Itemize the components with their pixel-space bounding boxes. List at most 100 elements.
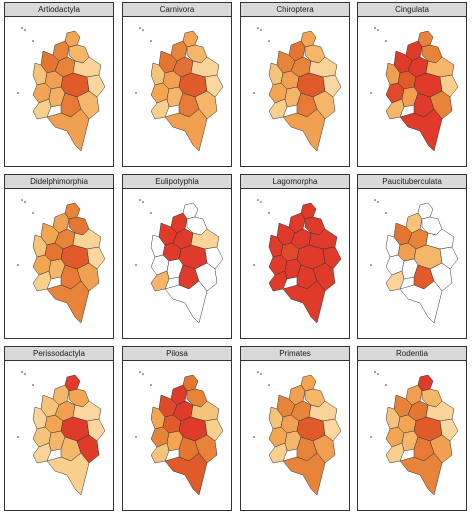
map-plot-area bbox=[357, 189, 467, 339]
island-marker bbox=[370, 264, 372, 266]
colombia-map bbox=[370, 27, 459, 152]
map-plot-area bbox=[240, 361, 350, 511]
map-panel: Didelphimorphia bbox=[4, 174, 114, 339]
map-panel: Chiroptera bbox=[240, 2, 350, 167]
colombia-map bbox=[370, 199, 459, 324]
department-region bbox=[439, 74, 459, 98]
department-region bbox=[86, 74, 106, 98]
island-marker bbox=[370, 92, 372, 94]
map-panel: Rodentia bbox=[357, 346, 467, 511]
island-marker bbox=[17, 264, 19, 266]
island-marker bbox=[24, 201, 26, 203]
island-marker bbox=[385, 212, 387, 214]
map-panel: Carnivora bbox=[122, 2, 232, 167]
island-marker bbox=[377, 201, 379, 203]
map-panel: Primates bbox=[240, 346, 350, 511]
panel-title: Eulipotyphla bbox=[122, 174, 232, 189]
island-marker bbox=[32, 384, 34, 386]
panel-title: Carnivora bbox=[122, 2, 232, 17]
department-region bbox=[86, 246, 106, 270]
panel-title: Rodentia bbox=[357, 346, 467, 361]
department-region bbox=[150, 98, 170, 120]
department-region bbox=[150, 270, 170, 292]
department-region bbox=[385, 442, 405, 464]
colombia-map bbox=[17, 27, 106, 152]
map-plot-area bbox=[122, 17, 232, 167]
island-marker bbox=[142, 29, 144, 31]
map-panel: Lagomorpha bbox=[240, 174, 350, 339]
island-marker bbox=[32, 212, 34, 214]
map-panel: Eulipotyphla bbox=[122, 174, 232, 339]
department-region bbox=[164, 280, 208, 324]
panel-title: Artiodactyla bbox=[4, 2, 114, 17]
panel-title: Paucituberculata bbox=[357, 174, 467, 189]
department-region bbox=[385, 98, 405, 120]
colombia-map bbox=[253, 371, 342, 496]
department-region bbox=[268, 442, 288, 464]
island-marker bbox=[260, 373, 262, 375]
department-region bbox=[32, 442, 52, 464]
island-marker bbox=[385, 40, 387, 42]
department-region bbox=[439, 418, 459, 442]
island-marker bbox=[142, 201, 144, 203]
map-plot-area bbox=[240, 189, 350, 339]
panel-title: Didelphimorphia bbox=[4, 174, 114, 189]
island-marker bbox=[370, 436, 372, 438]
department-region bbox=[150, 442, 170, 464]
island-marker bbox=[377, 29, 379, 31]
island-marker bbox=[150, 384, 152, 386]
colombia-map bbox=[370, 371, 459, 496]
department-region bbox=[46, 280, 90, 324]
island-marker bbox=[17, 436, 19, 438]
island-marker bbox=[139, 27, 141, 29]
department-region bbox=[268, 270, 288, 292]
department-region bbox=[282, 108, 326, 152]
department-region bbox=[322, 246, 342, 270]
island-marker bbox=[253, 92, 255, 94]
panel-title: Pilosa bbox=[122, 346, 232, 361]
map-plot-area bbox=[240, 17, 350, 167]
department-region bbox=[204, 418, 224, 442]
island-marker bbox=[257, 371, 259, 373]
map-plot-area bbox=[122, 189, 232, 339]
colombia-map bbox=[253, 27, 342, 152]
map-plot-area bbox=[4, 17, 114, 167]
island-marker bbox=[139, 371, 141, 373]
department-region bbox=[164, 108, 208, 152]
island-marker bbox=[374, 199, 376, 201]
island-marker bbox=[21, 27, 23, 29]
map-panel: Pilosa bbox=[122, 346, 232, 511]
island-marker bbox=[150, 212, 152, 214]
department-region bbox=[32, 270, 52, 292]
island-marker bbox=[24, 29, 26, 31]
department-region bbox=[86, 418, 106, 442]
island-marker bbox=[142, 373, 144, 375]
department-region bbox=[399, 280, 443, 324]
department-region bbox=[204, 246, 224, 270]
colombia-map bbox=[17, 199, 106, 324]
department-region bbox=[164, 452, 208, 496]
department-region bbox=[282, 452, 326, 496]
department-region bbox=[32, 98, 52, 120]
island-marker bbox=[385, 384, 387, 386]
island-marker bbox=[253, 264, 255, 266]
island-marker bbox=[17, 92, 19, 94]
department-region bbox=[322, 74, 342, 98]
panel-title: Primates bbox=[240, 346, 350, 361]
island-marker bbox=[268, 384, 270, 386]
island-marker bbox=[374, 371, 376, 373]
department-region bbox=[282, 280, 326, 324]
panel-title: Cingulata bbox=[357, 2, 467, 17]
panel-title: Lagomorpha bbox=[240, 174, 350, 189]
map-panel: Perissodactyla bbox=[4, 346, 114, 511]
island-marker bbox=[21, 199, 23, 201]
island-marker bbox=[257, 27, 259, 29]
colombia-map bbox=[17, 371, 106, 496]
colombia-map bbox=[135, 199, 224, 324]
panel-title: Perissodactyla bbox=[4, 346, 114, 361]
island-marker bbox=[24, 373, 26, 375]
island-marker bbox=[139, 199, 141, 201]
department-region bbox=[439, 246, 459, 270]
department-region bbox=[46, 108, 90, 152]
